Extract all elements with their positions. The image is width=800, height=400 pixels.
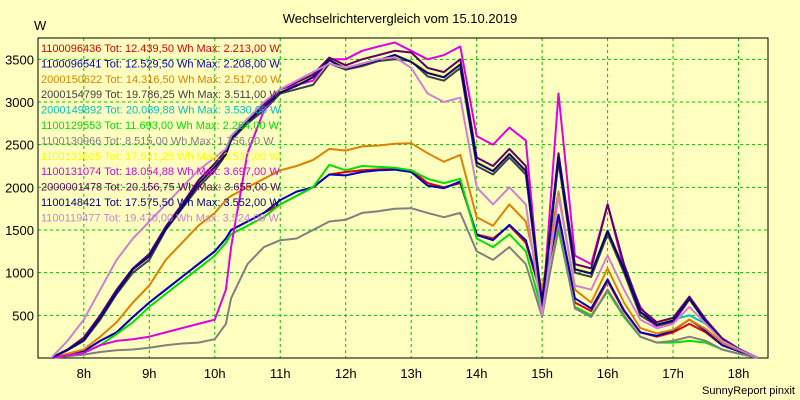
x-tick-label: 10h: [204, 366, 226, 381]
legend-entry-1: 1100096436 Tot: 12.439,50 Wh Max: 2.213,…: [41, 43, 280, 55]
footer-credit: SunnyReport pinxit: [702, 385, 795, 397]
y-tick-label: 2000: [5, 180, 34, 195]
series-line-11: [50, 53, 759, 359]
x-tick-label: 12h: [335, 366, 357, 381]
y-tick-label: 3500: [5, 52, 34, 67]
y-tick-label: 2500: [5, 138, 34, 153]
x-tick-label: 17h: [662, 366, 684, 381]
legend-entry-6: 1100129553 Tot: 11.693,00 Wh Max: 2.264,…: [41, 120, 280, 132]
legend-entry-12: 1100119477 Tot: 19.470,00 Wh Max: 3.524,…: [41, 212, 280, 224]
x-tick-label: 11h: [270, 366, 291, 381]
x-tick-label: 16h: [597, 366, 619, 381]
legend-entry-5: 2000149892 Tot: 20.089,88 Wh Max: 3.530,…: [41, 105, 281, 117]
x-tick-label: 18h: [728, 366, 750, 381]
legend-entry-8: 1100131025 Tot: 17.531,25 Wh Max: 3.537,…: [41, 151, 280, 163]
legend-entry-3: 2000150622 Tot: 14.316,50 Wh Max: 2.517,…: [41, 74, 281, 86]
y-tick-label: 1500: [5, 223, 34, 238]
x-tick-label: 13h: [400, 366, 422, 381]
legend-entry-9: 1100131074 Tot: 18.054,88 Wh Max: 3.697,…: [41, 166, 280, 178]
series-line-12: [50, 56, 759, 359]
plot-area: [37, 37, 769, 359]
y-tick-label: 3000: [5, 95, 34, 110]
series-line-2: [50, 168, 759, 359]
series-line-7: [50, 207, 759, 359]
series-lines: [50, 41, 759, 359]
series-line-6: [50, 163, 759, 359]
x-tick-label: 9h: [142, 366, 156, 381]
legend-entry-7: 1100130966 Tot: 8.515,00 Wh Max: 1.756,0…: [41, 135, 274, 147]
x-tick-label: 15h: [531, 366, 553, 381]
legend-entry-10: 2000001478 Tot: 20.156,75 Wh Max: 3.655,…: [41, 182, 281, 194]
x-tick-label: 8h: [77, 366, 91, 381]
axis-ticks: 500 1000 1500 2000 2500 3000 3500 8h 9h 10h 11h 12h…: [5, 52, 749, 381]
chart-title: Wechselrichtervergleich vom 15.10.2019: [283, 11, 518, 26]
y-tick-label: 500: [12, 308, 34, 323]
x-tick-label: 14h: [466, 366, 488, 381]
series-line-10: [50, 49, 759, 359]
legend-entry-4: 2000154799 Tot: 19.786,25 Wh Max: 3.511,…: [41, 89, 280, 101]
legend: 1100096436 Tot: 12.439,50 Wh Max: 2.213,…: [41, 43, 281, 224]
y-axis-label: W: [34, 18, 47, 33]
series-line-3: [50, 142, 759, 359]
grid: [38, 38, 768, 358]
legend-entry-2: 1100096541 Tot: 12.529,50 Wh Max: 2.208,…: [41, 58, 280, 70]
y-tick-label: 1000: [5, 266, 34, 281]
legend-entry-11: 1100148421 Tot: 17.575,50 Wh Max: 3.552,…: [41, 197, 280, 209]
